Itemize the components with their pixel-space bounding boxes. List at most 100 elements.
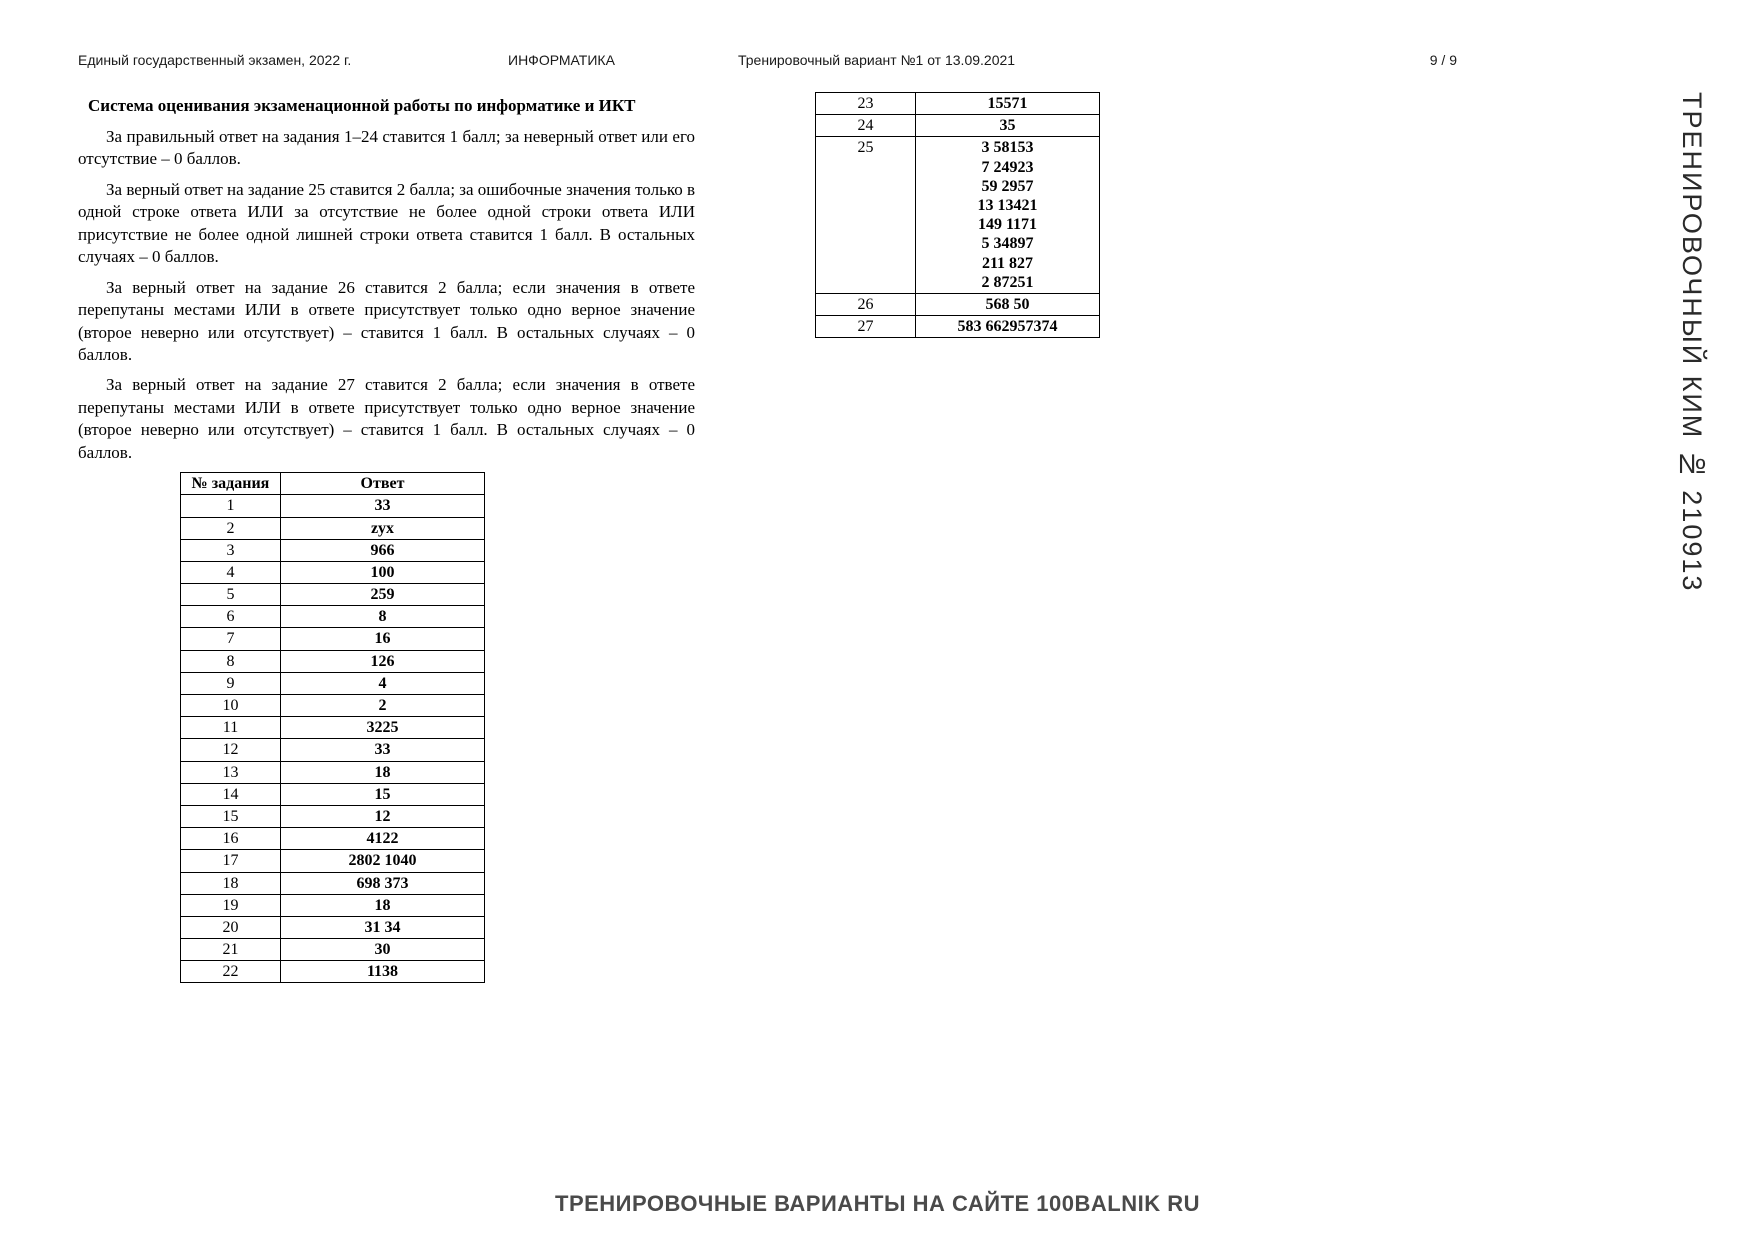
table-row: 2031 34: [181, 916, 485, 938]
table-row: 5259: [181, 584, 485, 606]
cell-task-number: 27: [816, 316, 916, 338]
cell-answer: 1138: [281, 961, 485, 983]
cell-task-number: 16: [181, 828, 281, 850]
cell-task-number: 12: [181, 739, 281, 761]
cell-task-number: 20: [181, 916, 281, 938]
table-row: 8126: [181, 650, 485, 672]
cell-task-number: 8: [181, 650, 281, 672]
table-row: 221138: [181, 961, 485, 983]
cell-task-number: 25: [816, 137, 916, 294]
cell-answer: 583 662957374: [916, 316, 1100, 338]
table-row: 2zyx: [181, 517, 485, 539]
cell-task-number: 24: [816, 115, 916, 137]
table-row: 164122: [181, 828, 485, 850]
cell-answer: 15: [281, 783, 485, 805]
cell-answer: 4122: [281, 828, 485, 850]
cell-answer: 18: [281, 894, 485, 916]
paragraph-2: За верный ответ на задание 25 ставится 2…: [78, 179, 695, 269]
cell-task-number: 19: [181, 894, 281, 916]
table-row: 1233: [181, 739, 485, 761]
cell-answer: 33: [281, 739, 485, 761]
table-row: 113225: [181, 717, 485, 739]
cell-answer: 4: [281, 672, 485, 694]
table-row: 27583 662957374: [816, 316, 1100, 338]
table-header-row: № задания Ответ: [181, 473, 485, 495]
table-row: 94: [181, 672, 485, 694]
cell-task-number: 2: [181, 517, 281, 539]
page-footer: ТРЕНИРОВОЧНЫЕ ВАРИАНТЫ НА САЙТЕ 100BALNI…: [0, 1191, 1755, 1217]
scoring-heading: Система оценивания экзаменационной работ…: [88, 96, 695, 116]
right-column: 23155712435253 58153 7 24923 59 2957 13 …: [755, 92, 1245, 983]
col-header-answer: Ответ: [281, 473, 485, 495]
cell-answer: 3225: [281, 717, 485, 739]
table-row: 4100: [181, 561, 485, 583]
answers-table-right: 23155712435253 58153 7 24923 59 2957 13 …: [815, 92, 1100, 338]
cell-task-number: 3: [181, 539, 281, 561]
cell-task-number: 7: [181, 628, 281, 650]
table-row: 172802 1040: [181, 850, 485, 872]
table-row: 133: [181, 495, 485, 517]
cell-answer: 18: [281, 761, 485, 783]
cell-answer: 3 58153 7 24923 59 2957 13 13421 149 117…: [916, 137, 1100, 294]
cell-answer: 30: [281, 939, 485, 961]
cell-answer: 15571: [916, 93, 1100, 115]
paragraph-1: За правильный ответ на задания 1–24 став…: [78, 126, 695, 171]
cell-answer: 259: [281, 584, 485, 606]
paragraph-4: За верный ответ на задание 27 ставится 2…: [78, 374, 695, 464]
table-row: 253 58153 7 24923 59 2957 13 13421 149 1…: [816, 137, 1100, 294]
cell-answer: 126: [281, 650, 485, 672]
content: Система оценивания экзаменационной работ…: [78, 92, 1445, 983]
cell-answer: 100: [281, 561, 485, 583]
table-row: 2315571: [816, 93, 1100, 115]
cell-answer: 16: [281, 628, 485, 650]
cell-task-number: 5: [181, 584, 281, 606]
table-row: 26568 50: [816, 293, 1100, 315]
cell-task-number: 11: [181, 717, 281, 739]
table-row: 68: [181, 606, 485, 628]
header-left: Единый государственный экзамен, 2022 г.: [78, 52, 351, 68]
cell-answer: 31 34: [281, 916, 485, 938]
paragraph-3: За верный ответ на задание 26 ставится 2…: [78, 277, 695, 367]
table-row: 2435: [816, 115, 1100, 137]
cell-task-number: 1: [181, 495, 281, 517]
cell-task-number: 4: [181, 561, 281, 583]
cell-answer: zyx: [281, 517, 485, 539]
cell-task-number: 17: [181, 850, 281, 872]
cell-answer: 966: [281, 539, 485, 561]
header-right: Тренировочный вариант №1 от 13.09.2021: [738, 52, 1015, 68]
table-row: 1415: [181, 783, 485, 805]
header-page: 9 / 9: [1430, 52, 1457, 68]
col-header-number: № задания: [181, 473, 281, 495]
cell-task-number: 22: [181, 961, 281, 983]
table-row: 18698 373: [181, 872, 485, 894]
cell-answer: 35: [916, 115, 1100, 137]
cell-task-number: 21: [181, 939, 281, 961]
cell-answer: 568 50: [916, 293, 1100, 315]
header-center: ИНФОРМАТИКА: [508, 52, 615, 68]
cell-answer: 698 373: [281, 872, 485, 894]
cell-task-number: 6: [181, 606, 281, 628]
cell-task-number: 23: [816, 93, 916, 115]
answers-table-left: № задания Ответ 1332zyx39664100525968716…: [180, 472, 485, 983]
cell-task-number: 18: [181, 872, 281, 894]
cell-task-number: 9: [181, 672, 281, 694]
cell-answer: 2802 1040: [281, 850, 485, 872]
cell-answer: 2: [281, 695, 485, 717]
cell-task-number: 10: [181, 695, 281, 717]
table-row: 1512: [181, 805, 485, 827]
table-row: 3966: [181, 539, 485, 561]
cell-task-number: 15: [181, 805, 281, 827]
table-row: 2130: [181, 939, 485, 961]
table-row: 1318: [181, 761, 485, 783]
cell-task-number: 13: [181, 761, 281, 783]
left-column: Система оценивания экзаменационной работ…: [78, 92, 695, 983]
cell-answer: 12: [281, 805, 485, 827]
cell-task-number: 26: [816, 293, 916, 315]
table-row: 716: [181, 628, 485, 650]
table-row: 102: [181, 695, 485, 717]
cell-answer: 8: [281, 606, 485, 628]
cell-task-number: 14: [181, 783, 281, 805]
table-row: 1918: [181, 894, 485, 916]
cell-answer: 33: [281, 495, 485, 517]
side-label: ТРЕНИРОВОЧНЫЙ КИМ № 210913: [1676, 92, 1707, 592]
